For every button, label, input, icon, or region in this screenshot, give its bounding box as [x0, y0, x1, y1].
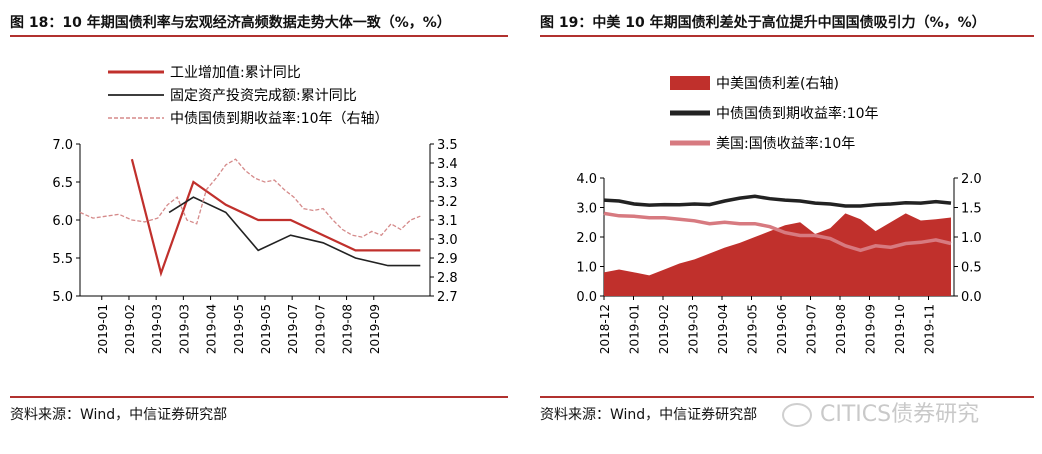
x-tick-label: 2019-07 — [313, 304, 327, 354]
x-tick-label: 2019-09 — [368, 304, 382, 354]
y-right-tick-label: 3.3 — [437, 176, 458, 191]
y-right-tick-label: 3.0 — [437, 233, 458, 248]
wechat-icon — [782, 403, 812, 427]
legend-label-1: 工业增加值:累计同比 — [170, 65, 301, 81]
x-tick-label: 2019-03 — [150, 304, 164, 354]
y-left-tick-label: 1.0 — [576, 261, 597, 276]
y-right-tick-label: 2.0 — [961, 172, 982, 187]
x-tick-label: 2019-09 — [864, 304, 878, 354]
y-left-tick-label: 2.0 — [576, 231, 597, 246]
x-tick-label: 2019-01 — [96, 304, 110, 354]
x-tick-label: 2019-06 — [775, 304, 789, 354]
series-line-3 — [79, 158, 421, 238]
legend-swatch-1 — [670, 76, 710, 90]
y-left-tick-label: 5.5 — [52, 252, 73, 267]
figure-18-top-rule — [10, 35, 508, 37]
figure-19-chart: 0.0 1.0 2.0 3.0 4.0 0.0 0.5 1.0 1.5 2.0 2018-12 201… — [576, 76, 982, 354]
y-left-tick-label: 6.0 — [52, 214, 73, 229]
y-right-tick-label: 2.8 — [437, 271, 458, 286]
figure-18-title: 图 18：10 年期国债利率与宏观经济高频数据走势大体一致（%，%） — [10, 15, 451, 31]
x-tick-label: 2019-04 — [716, 304, 730, 354]
y-left-tick-label: 7.0 — [52, 138, 73, 153]
y-right-tick-label: 1.0 — [961, 231, 982, 246]
y-left-tick-label: 4.0 — [576, 172, 597, 187]
x-tick-label: 2019-07 — [805, 304, 819, 354]
y-left-tick-label: 6.5 — [52, 176, 73, 191]
series-line-2 — [603, 194, 952, 208]
figure-19-bottom-rule — [540, 396, 1034, 398]
figure-19-top-rule — [540, 35, 1034, 37]
figure-18-bottom-rule — [10, 396, 508, 398]
x-tick-label: 2019-05 — [746, 304, 760, 354]
series-line-2 — [168, 196, 421, 267]
y-left-tick-label: 0.0 — [576, 290, 597, 305]
legend-label-3: 美国:国债收益率:10年 — [716, 135, 855, 152]
x-tick-label: 2019-08 — [834, 304, 848, 354]
x-tick-label: 2019-05 — [232, 304, 246, 354]
y-right-tick-label: 0.5 — [961, 261, 982, 276]
legend-label-2: 固定资产投资完成额:累计同比 — [170, 88, 357, 104]
y-right-tick-label: 0.0 — [961, 290, 982, 305]
x-tick-label: 2019-10 — [893, 304, 907, 354]
x-tick-label: 2019-02 — [123, 304, 137, 354]
legend-label-3: 中债国债到期收益率:10年（右轴） — [170, 110, 389, 127]
x-tick-label: 2019-02 — [657, 304, 671, 354]
figure-19-title: 图 19：中美 10 年期国债利差处于高位提升中国国债吸引力（%，%） — [540, 15, 986, 31]
y-left-tick-label: 5.0 — [52, 290, 73, 305]
watermark: CITICS债券研究 — [782, 396, 979, 428]
series-area-spread — [604, 213, 951, 296]
watermark-text: CITICS债券研究 — [820, 402, 980, 427]
figure-18-panel: 图 18：10 年期国债利率与宏观经济高频数据走势大体一致（%，%） 5.0 5.… — [0, 0, 520, 454]
x-tick-label: 2019-03 — [177, 304, 191, 354]
x-tick-label: 2019-07 — [286, 304, 300, 354]
y-right-tick-label: 3.1 — [437, 214, 458, 229]
x-tick-label: 2019-08 — [341, 304, 355, 354]
x-tick-label: 2019-03 — [687, 304, 701, 354]
figure-19-panel: 图 19：中美 10 年期国债利差处于高位提升中国国债吸引力（%，%） 0.0 1… — [540, 0, 1042, 454]
x-tick-label: 2019-11 — [923, 304, 937, 354]
y-right-tick-label: 3.2 — [437, 195, 458, 210]
y-right-tick-label: 2.9 — [437, 252, 458, 267]
y-left-tick-label: 3.0 — [576, 202, 597, 217]
x-tick-label: 2018-12 — [598, 304, 612, 354]
legend-label-1: 中美国债利差(右轴) — [716, 76, 839, 92]
y-right-tick-label: 2.7 — [437, 290, 458, 305]
y-right-tick-label: 3.4 — [437, 157, 458, 172]
series-line-1 — [130, 158, 421, 277]
y-right-tick-label: 3.5 — [437, 138, 458, 153]
x-tick-label: 2019-01 — [628, 304, 642, 354]
series-line-3 — [603, 211, 952, 253]
figure-18-source: 资料来源：Wind，中信证券研究部 — [10, 407, 228, 423]
y-right-tick-label: 1.5 — [961, 202, 982, 217]
figure-19-source: 资料来源：Wind，中信证券研究部 — [540, 407, 758, 423]
x-tick-label: 2019-05 — [259, 304, 273, 354]
figure-18-chart: 5.0 5.5 6.0 6.5 7.0 2.7 2.8 2.9 3.0 3.1 3.2 3.3 3.4 3… — [52, 65, 458, 354]
legend-label-2: 中债国债到期收益率:10年 — [716, 105, 879, 122]
x-tick-label: 2019-04 — [205, 304, 219, 354]
